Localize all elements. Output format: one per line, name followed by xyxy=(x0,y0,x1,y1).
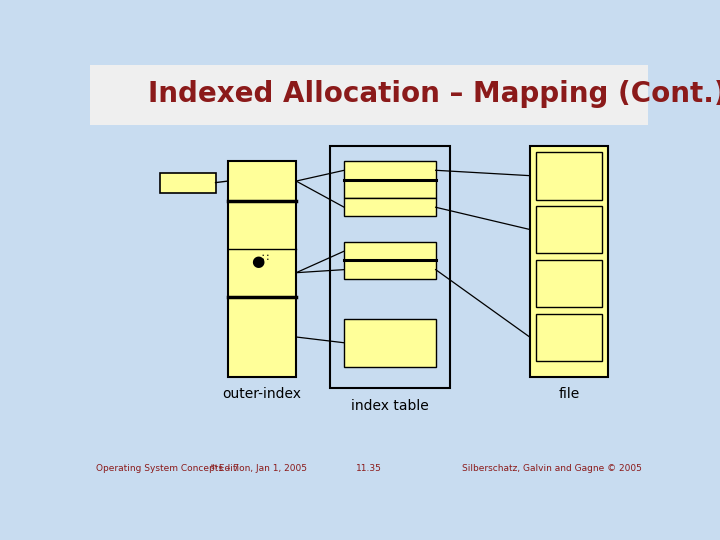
FancyBboxPatch shape xyxy=(90,65,648,125)
Bar xyxy=(330,146,451,388)
Text: Edition, Jan 1, 2005: Edition, Jan 1, 2005 xyxy=(216,464,307,473)
Bar xyxy=(344,260,436,279)
Text: Indexed Allocation – Mapping (Cont.): Indexed Allocation – Mapping (Cont.) xyxy=(148,80,720,108)
Bar xyxy=(344,242,436,260)
Text: 11.35: 11.35 xyxy=(356,464,382,473)
Bar xyxy=(536,206,601,253)
Text: outer-index: outer-index xyxy=(222,387,302,401)
Bar xyxy=(536,260,601,307)
Bar xyxy=(536,314,601,361)
Bar xyxy=(160,173,215,193)
Text: Silberschatz, Galvin and Gagne © 2005: Silberschatz, Galvin and Gagne © 2005 xyxy=(462,464,642,473)
Text: ●: ● xyxy=(251,254,264,268)
Bar xyxy=(344,179,436,198)
Text: Operating System Concepts – 7: Operating System Concepts – 7 xyxy=(96,464,239,473)
Bar xyxy=(344,198,436,217)
Bar xyxy=(228,161,296,377)
Text: th: th xyxy=(211,464,218,470)
Bar xyxy=(344,319,436,367)
Text: index table: index table xyxy=(351,399,429,413)
Text: file: file xyxy=(558,387,580,401)
Bar xyxy=(530,146,608,377)
Text: ∷: ∷ xyxy=(261,253,269,263)
Bar xyxy=(536,152,601,200)
Bar xyxy=(344,161,436,179)
